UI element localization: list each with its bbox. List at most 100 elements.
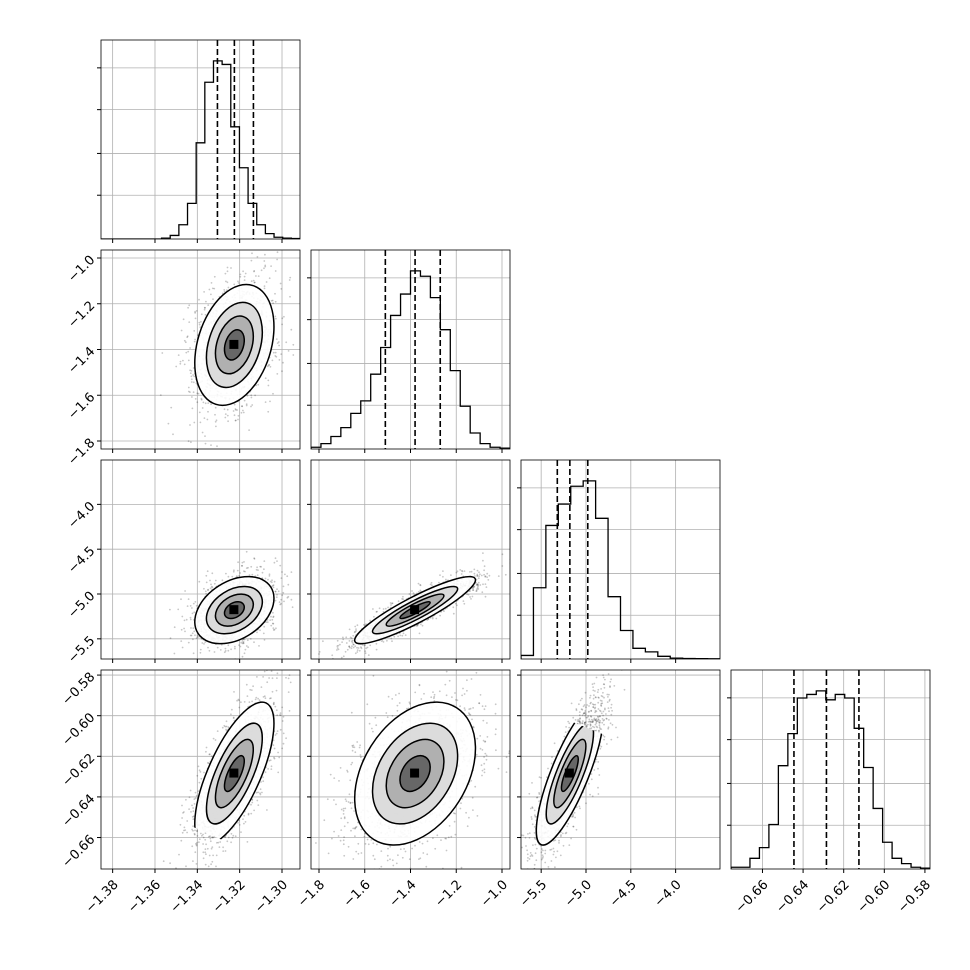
sample-point xyxy=(182,318,185,321)
sample-point xyxy=(270,265,272,267)
sample-point xyxy=(271,622,274,625)
sample-point xyxy=(279,282,282,285)
sample-point xyxy=(255,568,258,571)
sample-point xyxy=(240,641,243,644)
sample-point xyxy=(266,365,269,368)
sample-point xyxy=(204,641,207,643)
sample-point xyxy=(452,612,455,615)
sample-point xyxy=(226,414,229,417)
sample-point xyxy=(307,657,309,659)
sample-point xyxy=(227,644,230,647)
sample-point xyxy=(284,573,286,576)
sample-point xyxy=(269,619,272,621)
sample-point xyxy=(208,662,210,664)
sample-point xyxy=(192,391,195,394)
sample-point xyxy=(336,647,339,649)
sample-point xyxy=(348,628,351,631)
histogram-step-0 xyxy=(101,60,300,239)
sample-point xyxy=(337,644,340,647)
sample-point xyxy=(287,583,290,586)
sample-point xyxy=(246,639,249,642)
sample-point xyxy=(207,304,210,306)
sample-point xyxy=(241,640,244,642)
sample-point xyxy=(470,598,472,600)
sample-point xyxy=(472,585,475,588)
sample-point xyxy=(476,584,479,587)
sample-point xyxy=(211,586,214,589)
sample-point xyxy=(281,370,283,373)
sample-point xyxy=(197,392,200,395)
sample-point xyxy=(187,440,190,443)
sample-point xyxy=(203,587,205,590)
sample-point xyxy=(204,313,207,316)
sample-point xyxy=(242,409,244,412)
sample-point xyxy=(461,570,464,573)
histogram-step-1 xyxy=(311,270,510,449)
sample-point xyxy=(233,414,236,417)
density-peak xyxy=(229,339,239,349)
sample-point xyxy=(486,572,489,575)
sample-point xyxy=(238,644,240,646)
density-peak xyxy=(410,605,420,615)
sample-point xyxy=(272,302,274,305)
sample-point xyxy=(214,739,217,741)
sample-point xyxy=(467,593,470,596)
sample-point xyxy=(382,608,385,610)
sample-point xyxy=(363,623,365,626)
sample-point xyxy=(336,645,339,647)
sample-point xyxy=(215,425,217,428)
sample-point xyxy=(204,442,207,445)
sample-point xyxy=(244,272,247,275)
sample-point xyxy=(194,312,197,314)
sample-point xyxy=(472,587,474,590)
sample-point xyxy=(278,359,281,361)
sample-point xyxy=(205,574,208,577)
sample-point xyxy=(289,276,292,279)
sample-point xyxy=(352,646,355,649)
sample-point xyxy=(256,566,258,569)
sample-point xyxy=(401,634,404,637)
sample-point xyxy=(232,570,235,573)
sample-point xyxy=(269,365,272,368)
sample-point xyxy=(196,636,199,638)
sample-point xyxy=(455,571,458,574)
sample-point xyxy=(188,664,190,666)
sample-point xyxy=(213,275,216,278)
sample-point xyxy=(201,407,204,409)
sample-point xyxy=(245,550,248,553)
sample-point xyxy=(476,569,479,572)
sample-point xyxy=(226,281,229,284)
sample-point xyxy=(194,634,196,637)
sample-point xyxy=(264,253,266,256)
sample-point xyxy=(207,659,209,661)
sample-point xyxy=(454,602,457,605)
sample-point xyxy=(251,404,254,406)
sample-point xyxy=(275,317,277,320)
sample-point xyxy=(209,579,211,582)
sample-point xyxy=(180,640,183,642)
sample-point xyxy=(266,621,269,623)
sample-point xyxy=(167,422,170,425)
sample-point xyxy=(193,375,196,378)
sample-point xyxy=(188,321,191,323)
sample-point xyxy=(256,574,259,577)
sample-point xyxy=(478,571,480,574)
sample-point xyxy=(346,648,349,651)
sample-point xyxy=(287,350,290,352)
sample-point xyxy=(191,407,194,410)
sample-point xyxy=(262,676,264,678)
sample-point xyxy=(248,574,251,576)
sample-point xyxy=(481,591,484,594)
sample-point xyxy=(212,665,214,667)
sample-point xyxy=(350,647,353,650)
sample-point xyxy=(272,584,275,586)
sample-point xyxy=(241,565,243,567)
sample-point xyxy=(273,628,276,631)
sample-point xyxy=(207,589,209,591)
y-tick-label: −1.0 xyxy=(65,253,98,286)
sample-point xyxy=(179,362,182,365)
sample-point xyxy=(470,570,473,573)
sample-point xyxy=(272,627,275,629)
sample-point xyxy=(354,630,356,633)
sample-point xyxy=(184,341,187,344)
